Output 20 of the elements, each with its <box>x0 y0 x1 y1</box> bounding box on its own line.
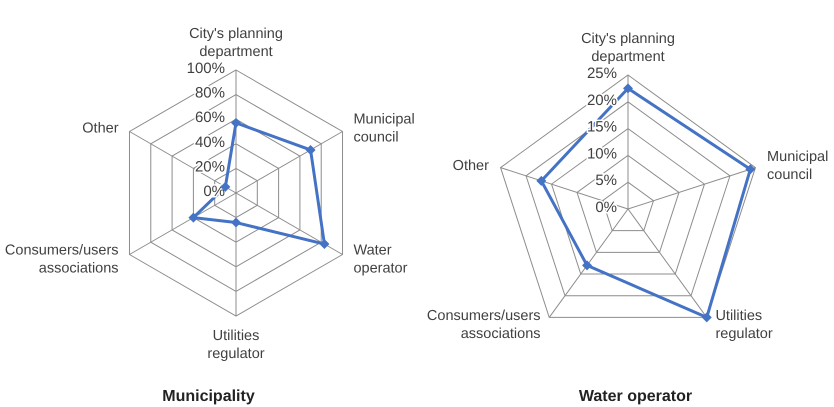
spoke-label: Other <box>82 120 119 136</box>
spoke-label: Utilities regulator <box>715 308 773 342</box>
y-tick-label: 80% <box>194 84 225 102</box>
text: Water operator <box>578 388 694 406</box>
spoke-label: Other <box>452 158 490 174</box>
spoke-label: Utilities regulator <box>207 328 265 362</box>
y-tick-label: 20% <box>194 158 225 176</box>
spoke-label: Municipal council <box>767 149 828 184</box>
y-tick-label: 60% <box>194 109 225 126</box>
spoke-label: Water operator <box>353 242 408 276</box>
spoke-label: Consumers/users associations <box>4 242 119 276</box>
y-tick-label: 25% <box>586 65 617 82</box>
y-tick-label: 40% <box>194 134 225 151</box>
spoke-label: City's planning department <box>189 26 283 60</box>
y-tick-label: 100% <box>186 60 225 77</box>
text: Municipality <box>161 388 256 406</box>
y-tick-label: 5% <box>595 172 617 190</box>
spoke-label: City's planning department <box>581 31 675 65</box>
spoke-label: Municipal council <box>353 112 415 146</box>
spoke-label: Consumers/users associations <box>426 308 541 342</box>
